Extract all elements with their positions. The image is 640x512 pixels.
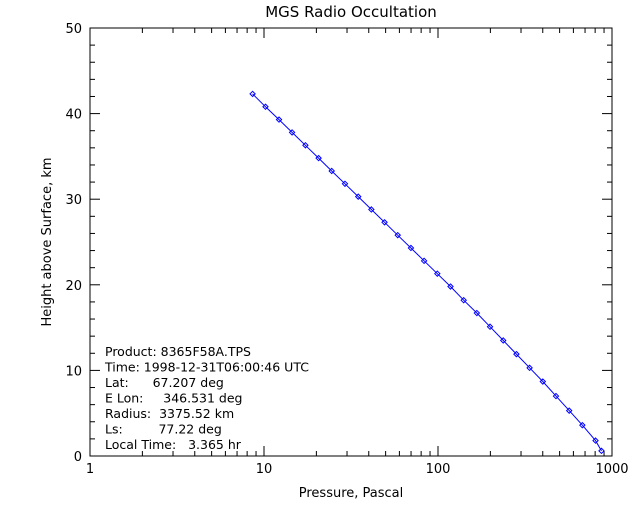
x-axis: 1 10 100 1000	[86, 28, 629, 477]
info-line: Radius: 3375.52 km	[105, 406, 234, 421]
info-line: Lat: 67.207 deg	[105, 375, 224, 390]
data-point	[539, 378, 547, 385]
data-point	[486, 323, 494, 331]
data-point	[368, 206, 375, 213]
info-line: Ls: 77.22 deg	[105, 422, 222, 437]
data-point	[513, 350, 520, 358]
data-point	[249, 90, 256, 98]
chart-title: MGS Radio Occultation	[265, 3, 437, 21]
data-point	[302, 141, 309, 149]
data-point	[598, 447, 605, 455]
x-tick-label: 100	[426, 462, 451, 477]
data-point	[407, 244, 415, 252]
data-point	[381, 219, 388, 226]
y-tick-label: 30	[65, 193, 82, 208]
y-tick-label: 0	[74, 450, 82, 465]
data-point	[420, 257, 428, 265]
info-line: Product: 8365F58A.TPS	[105, 344, 251, 359]
data-point	[460, 296, 468, 304]
info-line: E Lon: 346.531 deg	[105, 391, 243, 406]
data-point	[565, 407, 573, 414]
x-tick-label: 10	[256, 462, 273, 477]
y-tick-label: 40	[65, 108, 82, 123]
series-group	[249, 90, 605, 455]
data-point	[341, 180, 349, 188]
info-line: Local Time: 3.365 hr	[105, 437, 242, 452]
x-axis-label: Pressure, Pascal	[299, 486, 404, 501]
series-line	[252, 93, 602, 452]
data-point	[473, 309, 481, 317]
y-axis-label: Height above Surface, km	[40, 157, 55, 326]
data-point	[288, 129, 296, 136]
data-point	[552, 392, 560, 400]
data-point	[447, 283, 454, 290]
x-tick-label: 1000	[595, 462, 628, 477]
info-line: Time: 1998-12-31T06:00:46 UTC	[104, 360, 309, 375]
y-tick-label: 50	[65, 22, 82, 37]
plot-frame	[89, 27, 613, 457]
data-point	[394, 231, 402, 239]
data-point	[592, 437, 599, 444]
data-point	[262, 103, 269, 111]
y-tick-label: 20	[65, 279, 82, 294]
data-point	[579, 421, 586, 429]
y-tick-label: 10	[65, 364, 82, 379]
data-point	[328, 167, 336, 175]
data-point	[275, 116, 283, 123]
data-point	[354, 193, 362, 200]
data-point	[499, 337, 507, 344]
data-point	[526, 364, 533, 372]
x-tick-label: 1	[86, 462, 94, 477]
data-point	[315, 154, 322, 162]
data-point	[434, 270, 441, 277]
y-axis: 0 10 20 30 40 50	[65, 22, 612, 465]
